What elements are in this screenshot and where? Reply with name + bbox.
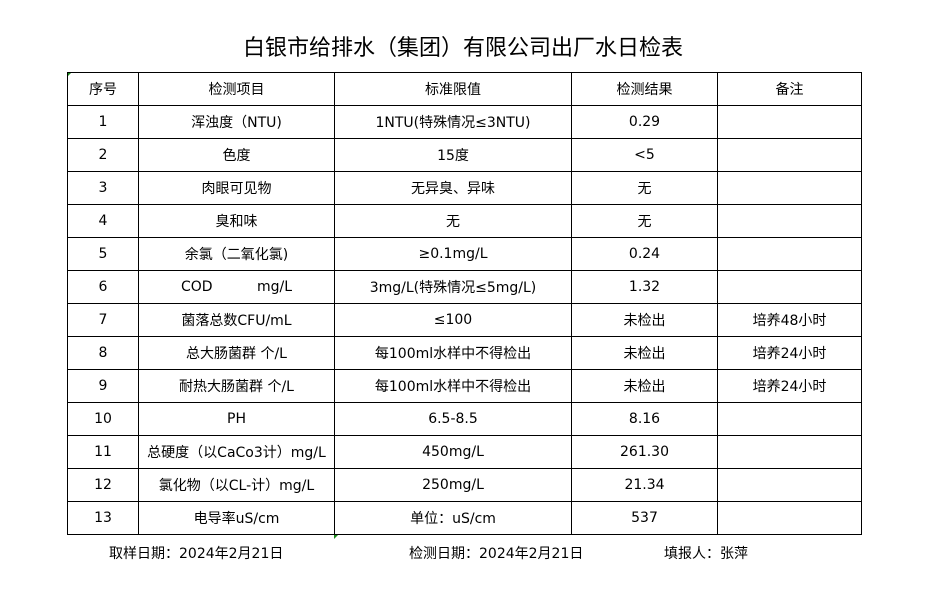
table-row: 1 浑浊度（NTU) 1NTU(特殊情况≤3NTU) 0.29 [67, 105, 862, 139]
standard-limit: 无异臭、异味 [334, 171, 572, 205]
test-item: 菌落总数CFU/mL [138, 303, 335, 337]
table-row: 13 电导率uS/cm 单位：uS/cm 537 [67, 501, 862, 535]
header-cell: 序号 [67, 72, 139, 106]
test-item: 肉眼可见物 [138, 171, 335, 205]
table-row: 7 菌落总数CFU/mL ≤100 未检出 培养48小时 [67, 303, 862, 337]
test-result: 0.29 [571, 105, 718, 139]
test-item: 总大肠菌群 个/L [138, 336, 335, 370]
remark: 培养48小时 [717, 303, 862, 337]
row-number: 4 [67, 204, 139, 238]
remark [717, 105, 862, 139]
table-row: 10 PH 6.5-8.5 8.16 [67, 402, 862, 436]
standard-limit: 单位：uS/cm [334, 501, 572, 535]
test-date: 检测日期：2024年2月21日 [409, 546, 584, 562]
test-item: PH [138, 402, 335, 436]
test-result: 261.30 [571, 435, 718, 469]
remark [717, 270, 862, 304]
row-number: 1 [67, 105, 139, 139]
row-number: 2 [67, 138, 139, 172]
table-row: 6 COD mg/L 3mg/L(特殊情况≤5mg/L) 1.32 [67, 270, 862, 304]
header-cell: 检测项目 [138, 72, 335, 106]
standard-limit: 无 [334, 204, 572, 238]
standard-limit: 3mg/L(特殊情况≤5mg/L) [334, 270, 572, 304]
inspection-table: 序号 检测项目 标准限值 检测结果 备注 1 浑浊度（NTU) 1NTU(特殊情况≤… [67, 72, 862, 535]
test-result: 无 [571, 204, 718, 238]
page-title: 白银市给排水（集团）有限公司出厂水日检表 [242, 36, 683, 61]
table-row: 2 色度 15度 <5 [67, 138, 862, 172]
remark [717, 468, 862, 502]
standard-limit: 每100ml水样中不得检出 [334, 369, 572, 403]
standard-limit: 450mg/L [334, 435, 572, 469]
test-item: 余氯（二氧化氯) [138, 237, 335, 271]
test-result: 未检出 [571, 369, 718, 403]
remark [717, 138, 862, 172]
table-row: 3 肉眼可见物 无异臭、异味无 [67, 171, 862, 205]
remark [717, 402, 862, 436]
remark [717, 435, 862, 469]
row-number: 11 [67, 435, 139, 469]
test-item: 氯化物（以CL-计）mg/L [138, 468, 335, 502]
test-item: 臭和味 [138, 204, 335, 238]
standard-limit: 15度 [334, 138, 572, 172]
row-number: 12 [67, 468, 139, 502]
table-header-row: 序号 检测项目 标准限值 检测结果 备注 [67, 72, 862, 106]
remark [717, 501, 862, 535]
header-cell: 备注 [717, 72, 862, 106]
test-result: 未检出 [571, 303, 718, 337]
table-row: 11 总硬度（以CaCo3计）mg/L 450mg/L 261.30 [67, 435, 862, 469]
test-item: 浑浊度（NTU) [138, 105, 335, 139]
table-row: 9 耐热大肠菌群 个/L 每100ml水样中不得检出 未检出 培养24小时 [67, 369, 862, 403]
remark: 培养24小时 [717, 369, 862, 403]
test-result: 1.32 [571, 270, 718, 304]
standard-limit: 6.5-8.5 [334, 402, 572, 436]
row-number: 8 [67, 336, 139, 370]
table-row: 12 氯化物（以CL-计）mg/L 250mg/L 21.34 [67, 468, 862, 502]
test-item: COD mg/L [138, 270, 335, 304]
standard-limit: ≥0.1mg/L [334, 237, 572, 271]
header-cell: 检测结果 [571, 72, 718, 106]
test-result: 未检出 [571, 336, 718, 370]
table-row: 8 总大肠菌群 个/L 每100ml水样中不得检出 未检出 培养24小时 [67, 336, 862, 370]
remark [717, 171, 862, 205]
table-row: 5 余氯（二氧化氯) ≥0.1mg/L 0.24 [67, 237, 862, 271]
standard-limit: 1NTU(特殊情况≤3NTU) [334, 105, 572, 139]
standard-limit: 每100ml水样中不得检出 [334, 336, 572, 370]
row-number: 10 [67, 402, 139, 436]
sample-date: 取样日期：2024年2月21日 [109, 546, 284, 562]
row-number: 7 [67, 303, 139, 337]
test-result: 8.16 [571, 402, 718, 436]
standard-limit: 250mg/L [334, 468, 572, 502]
remark [717, 237, 862, 271]
row-number: 9 [67, 369, 139, 403]
test-result: 无 [571, 171, 718, 205]
reporter: 填报人：张萍 [664, 546, 748, 562]
test-result: 0.24 [571, 237, 718, 271]
cell-marker [334, 534, 339, 539]
test-item: 耐热大肠菌群 个/L [138, 369, 335, 403]
test-result: 537 [571, 501, 718, 535]
test-item: 色度 [138, 138, 335, 172]
row-number: 6 [67, 270, 139, 304]
test-result: 21.34 [571, 468, 718, 502]
header-cell: 标准限值 [334, 72, 572, 106]
test-item: 总硬度（以CaCo3计）mg/L [138, 435, 335, 469]
table-row: 4 臭和味无无 [67, 204, 862, 238]
standard-limit: ≤100 [334, 303, 572, 337]
test-item: 电导率uS/cm [138, 501, 335, 535]
remark: 培养24小时 [717, 336, 862, 370]
row-number: 5 [67, 237, 139, 271]
row-number: 13 [67, 501, 139, 535]
row-number: 3 [67, 171, 139, 205]
remark [717, 204, 862, 238]
test-result: <5 [571, 138, 718, 172]
